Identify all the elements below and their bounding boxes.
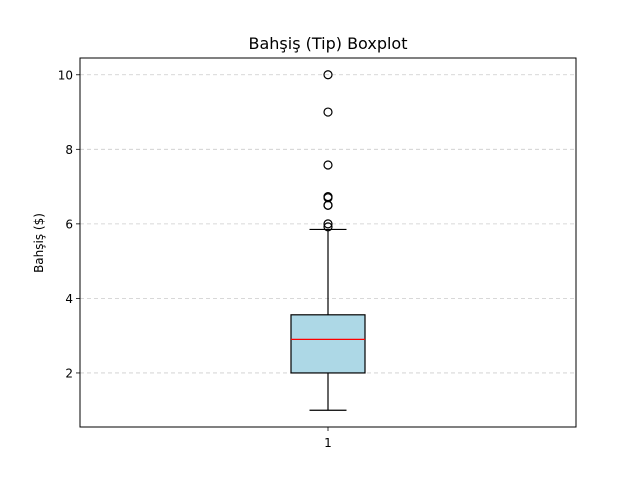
outlier-point: [323, 192, 333, 202]
box-group: [290, 70, 366, 411]
outlier-point: [323, 160, 333, 170]
outlier-point: [323, 70, 333, 80]
y-tick-label: 2: [65, 366, 73, 380]
y-axis-label: Bahşiş ($): [32, 213, 46, 273]
y-tick-label: 8: [65, 143, 73, 157]
y-tick-label: 6: [65, 217, 73, 231]
y-tick-label: 10: [58, 68, 73, 82]
outlier-point: [323, 107, 333, 117]
axis-ticks: 2 4 6 8 10 1: [58, 68, 332, 450]
outlier-point: [323, 219, 333, 229]
y-tick-label: 4: [65, 292, 73, 306]
outlier-point: [323, 222, 333, 232]
chart-title: Bahşiş (Tip) Boxplot: [249, 34, 408, 53]
x-tick-label: 1: [324, 436, 332, 450]
iqr-box: [290, 314, 366, 374]
